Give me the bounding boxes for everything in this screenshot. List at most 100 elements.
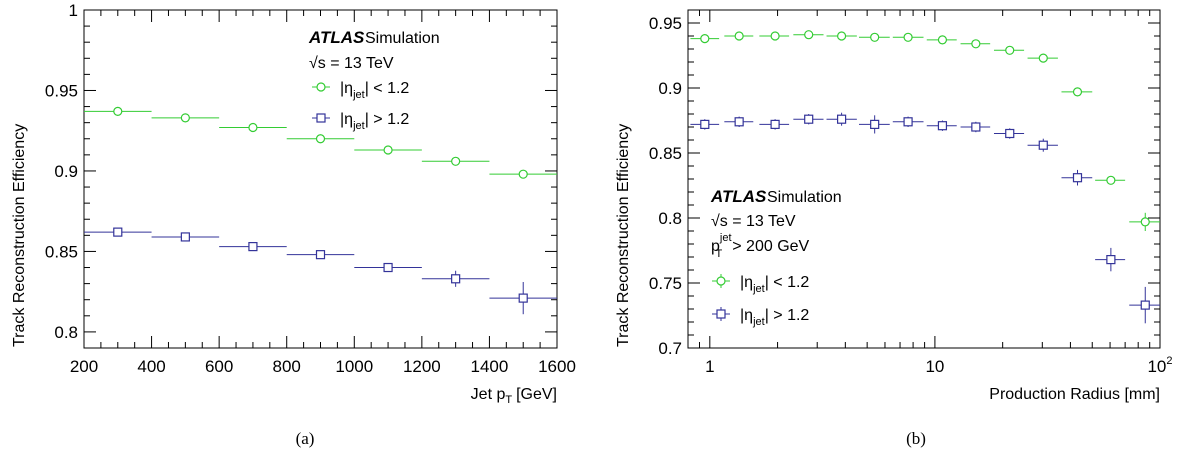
plot-frame-b (687, 9, 1161, 349)
marker-square (1106, 255, 1116, 265)
data-point (286, 134, 355, 144)
y-tick-label: 1 (69, 1, 78, 20)
data-point (690, 33, 720, 44)
y-tick-label: 0.85 (649, 144, 682, 163)
marker-square (836, 114, 847, 124)
marker-square (870, 119, 880, 130)
marker-square (734, 117, 744, 127)
marker-circle (113, 106, 123, 117)
series-forward-eta (690, 112, 1160, 324)
series-central-eta (84, 106, 557, 179)
legend-marker-circle (316, 82, 326, 92)
marker-circle (180, 113, 190, 123)
data-point (858, 115, 890, 134)
marker-circle (903, 32, 913, 42)
data-point (826, 31, 857, 41)
caption-a: (a) (296, 429, 315, 448)
x-tick-label: 600 (205, 357, 233, 376)
x-tick-label: 1 (705, 357, 714, 376)
data-point (960, 121, 991, 133)
svg-text:ATLAS: ATLAS (308, 28, 365, 47)
data-point (354, 145, 422, 155)
data-point (1129, 286, 1160, 324)
y-tick-label: 0.85 (45, 242, 78, 261)
marker-square (180, 232, 190, 242)
marker-square (1005, 128, 1015, 139)
marker-square (804, 114, 814, 124)
marker-circle (937, 35, 948, 45)
marker-circle (770, 31, 780, 41)
legend-b: |ηjet| < 1.2 |ηjet| > 1.2 (712, 274, 809, 328)
legend-marker-square (716, 309, 726, 319)
data-point (1027, 53, 1058, 63)
x-tick-label: 10 (925, 357, 944, 376)
marker-square (1072, 173, 1083, 183)
marker-square (451, 274, 461, 284)
data-point (219, 242, 287, 252)
data-point (286, 250, 355, 260)
legend-a: |ηjet| < 1.2 |ηjet| > 1.2 (312, 80, 409, 132)
data-point (421, 270, 490, 287)
data-point (1095, 247, 1126, 272)
marker-circle (315, 134, 326, 144)
energy-label-b: √s = 13 TeV (711, 213, 796, 230)
x-tick-label: 102 (1147, 355, 1172, 376)
data-point (151, 113, 220, 123)
x-tick-label: 200 (70, 357, 98, 376)
marker-circle (700, 33, 710, 44)
data-point (993, 128, 1025, 139)
energy-label-a: √s = 13 TeV (309, 55, 394, 72)
data-point (219, 122, 287, 133)
data-point (1095, 175, 1126, 185)
x-tick-label: 400 (137, 357, 165, 376)
panel-b: 0.7 0.75 0.8 0.85 0.9 0.95 1 10 102 Track Recon… (615, 9, 1173, 448)
series-forward-eta (84, 227, 557, 315)
data-point (759, 31, 790, 41)
y-tick-label: 0.9 (658, 79, 682, 98)
y-axis-label-a: Track Reconstruction Efficiency (11, 124, 28, 347)
marker-circle (1005, 45, 1015, 55)
x-tick-label: 800 (273, 357, 301, 376)
series-central-eta (690, 30, 1160, 231)
data-point (690, 119, 720, 130)
marker-circle (804, 30, 814, 40)
svg-text:Simulation: Simulation (365, 30, 440, 47)
data-point (1061, 169, 1093, 186)
svg-text:ATLAS: ATLAS (710, 187, 767, 206)
data-point (489, 169, 557, 179)
svg-text:Simulation: Simulation (767, 189, 842, 206)
data-point (1061, 87, 1093, 97)
y-tick-label: 0.95 (649, 14, 682, 33)
data-point (1027, 138, 1058, 152)
atlas-label-a: ATLAS Simulation (308, 28, 440, 47)
data-point (759, 119, 790, 130)
y-tick-label: 0.95 (45, 81, 78, 100)
marker-square (383, 262, 393, 273)
x-tick-label: 1600 (538, 357, 576, 376)
y-tick-label: 0.8 (54, 323, 78, 342)
legend-entry-a-forward: |ηjet| > 1.2 (312, 111, 409, 132)
marker-circle (971, 39, 981, 49)
x-tick-label: 1000 (335, 357, 373, 376)
data-point (892, 32, 924, 42)
x-axis-label-a: Jet pT [GeV] (471, 386, 557, 406)
marker-circle (734, 31, 744, 41)
marker-circle (518, 169, 528, 179)
marker-circle (1106, 175, 1116, 185)
marker-circle (248, 122, 258, 133)
y-tick-label: 0.7 (658, 339, 682, 358)
data-point (354, 262, 422, 273)
legend-entry-b-central: |ηjet| < 1.2 (712, 274, 809, 295)
marker-square (903, 117, 913, 127)
data-point (489, 282, 557, 315)
marker-square (770, 119, 780, 130)
x-ticks-a: 200 400 600 800 1000 1200 1400 1600 (70, 10, 576, 376)
marker-square (700, 119, 710, 130)
marker-square (1038, 140, 1048, 150)
svg-text:|ηjet| > 1.2: |ηjet| > 1.2 (340, 111, 409, 132)
data-point (793, 30, 824, 40)
marker-square (518, 293, 528, 303)
y-axis-label-b: Track Reconstruction Efficiency (615, 124, 632, 347)
pt-cut-label-b: pjet T > 200 GeV (711, 232, 810, 260)
marker-circle (1038, 53, 1048, 63)
